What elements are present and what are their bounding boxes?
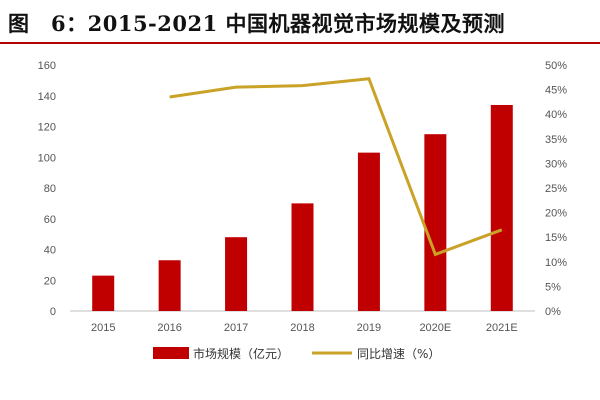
- bar: [424, 134, 447, 311]
- bar: [158, 260, 181, 311]
- y-right-tick-label: 50%: [545, 60, 567, 72]
- x-tick-label: 2015: [91, 322, 115, 334]
- y-left-tick-label: 80: [44, 183, 56, 195]
- y-right-tick-label: 35%: [545, 134, 567, 146]
- legend-bar-swatch: [153, 347, 189, 359]
- x-tick-label: 2018: [290, 322, 314, 334]
- bar: [357, 152, 380, 311]
- y-right-tick-label: 25%: [545, 183, 567, 195]
- line-series: [169, 77, 503, 257]
- y-right-tick-label: 30%: [545, 158, 567, 170]
- x-tick-label: 2017: [224, 322, 248, 334]
- axes: 0 20 40 60 80 100 120 140 160 0% 5% 10% 15% 20% 25% 30%…: [38, 60, 568, 334]
- x-tick-label: 2020E: [419, 322, 451, 334]
- y-left-tick-label: 40: [44, 245, 56, 257]
- y-left-tick-label: 100: [38, 152, 56, 164]
- y-left-tick-label: 0: [50, 306, 56, 318]
- y-left-tick-label: 160: [38, 60, 56, 72]
- bar-series: [92, 104, 513, 311]
- y-right-tick-label: 20%: [545, 208, 567, 220]
- y-left-tick-label: 60: [44, 214, 56, 226]
- bar: [92, 275, 115, 311]
- y-left-tick-label: 20: [44, 275, 56, 287]
- legend-bar-label: 市场规模（亿元）: [193, 346, 289, 361]
- x-tick-label: 2021E: [486, 322, 518, 334]
- y-right-tick-label: 5%: [545, 281, 561, 293]
- bar: [291, 203, 314, 311]
- y-right-tick-label: 10%: [545, 257, 567, 269]
- y-right-tick-label: 0%: [545, 306, 561, 318]
- y-right-tick-label: 45%: [545, 85, 567, 97]
- x-tick-label: 2019: [357, 322, 381, 334]
- title-rule: [0, 42, 600, 44]
- chart-title: 图 6：2015-2021 中国机器视觉市场规模及预测: [8, 11, 506, 36]
- bar: [225, 237, 248, 311]
- legend-line-label: 同比增速（%）: [357, 347, 440, 361]
- x-tick-label: 2016: [157, 322, 181, 334]
- growth-line: [169, 77, 503, 257]
- y-left-tick-label: 120: [38, 122, 56, 134]
- y-right-tick-label: 15%: [545, 232, 567, 244]
- y-left-tick-label: 140: [38, 91, 56, 103]
- y-right-tick-label: 40%: [545, 109, 567, 121]
- title-bar: 图 6：2015-2021 中国机器视觉市场规模及预测: [0, 0, 600, 44]
- bar: [490, 104, 513, 311]
- legend: 市场规模（亿元） 同比增速（%）: [153, 346, 440, 361]
